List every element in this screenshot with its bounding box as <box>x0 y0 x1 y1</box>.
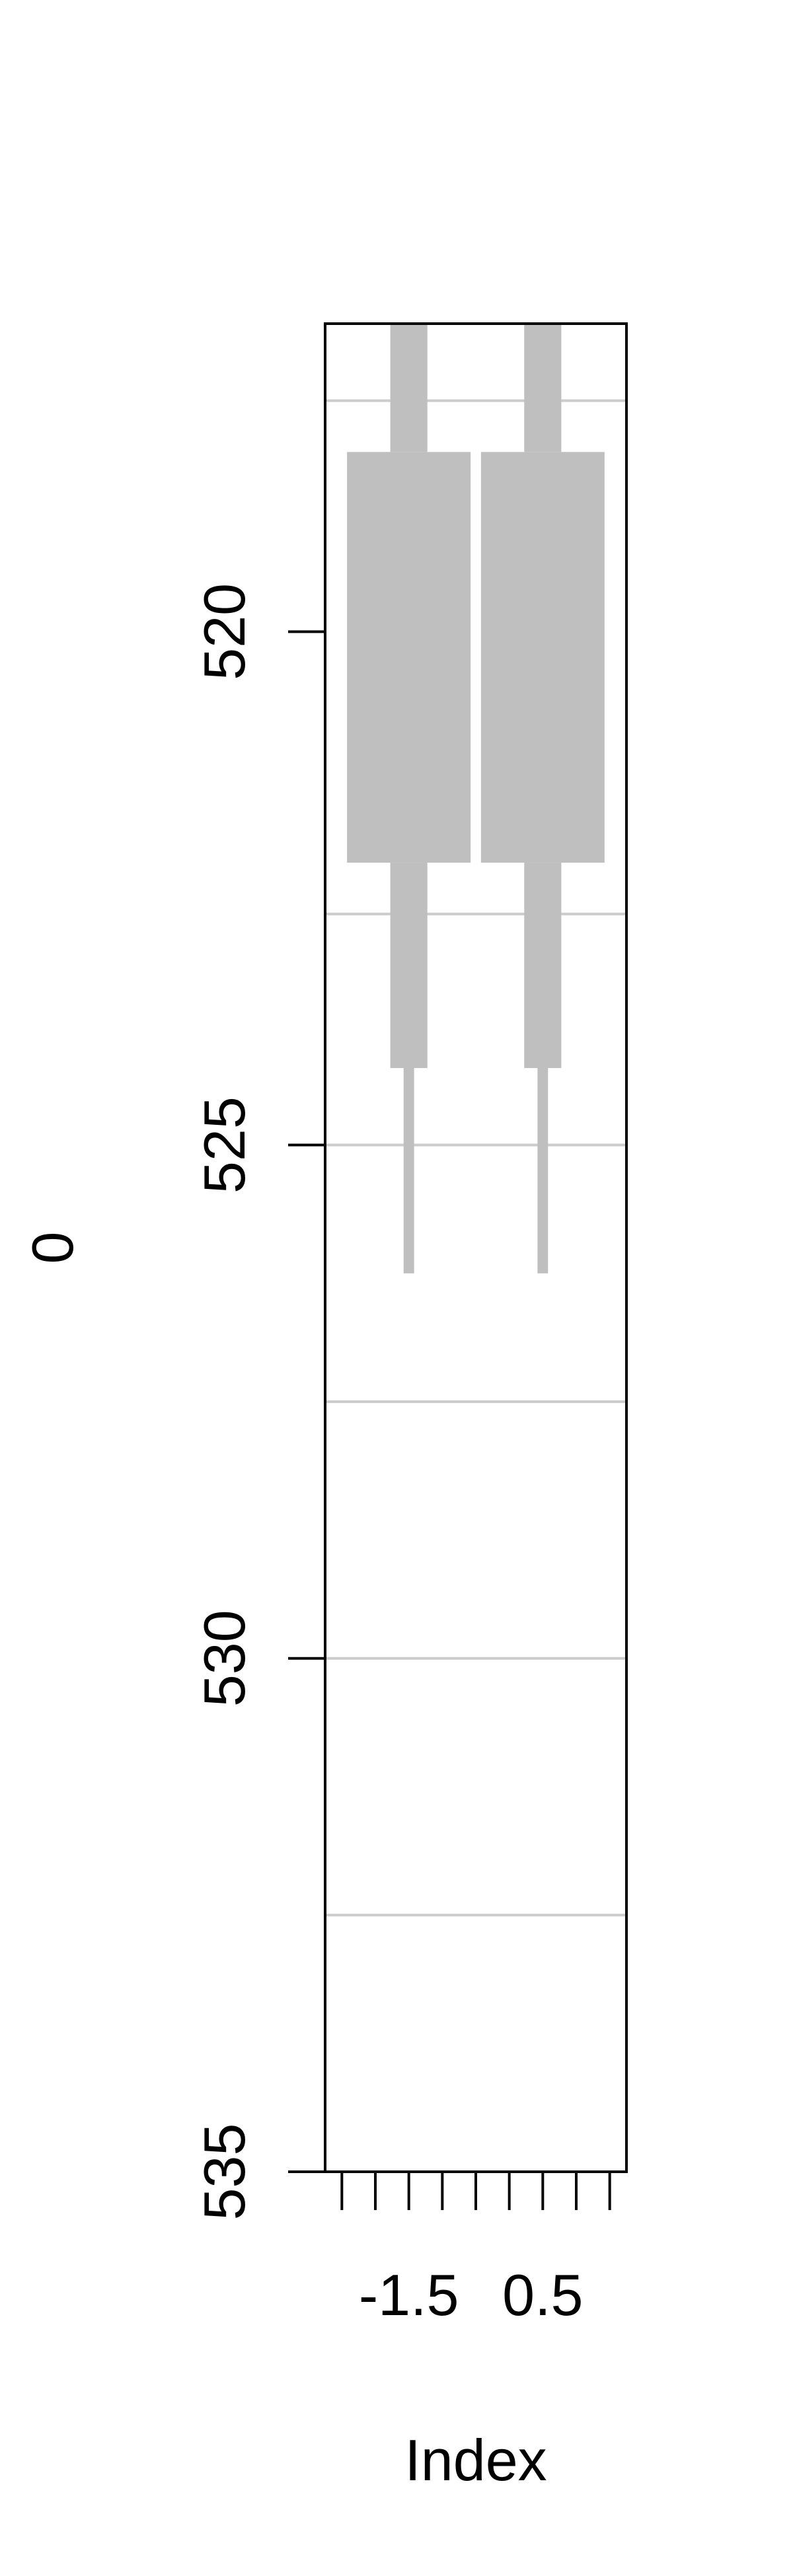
y-tick-label: 520 <box>192 583 257 680</box>
y-axis: 520 525 530 535 <box>192 583 325 2220</box>
box-group <box>347 324 471 1273</box>
x-tick-label: 0.5 <box>502 2262 583 2328</box>
grid-lines <box>325 399 626 1917</box>
y-axis-label: 0 <box>20 1232 85 1264</box>
y-tick-label: 535 <box>192 2124 257 2221</box>
box-extreme-segment <box>537 1067 548 1273</box>
box-body <box>480 452 605 863</box>
x-axis: -1.5 0.5 <box>340 2172 611 2328</box>
box-extreme-segment <box>403 1067 414 1273</box>
x-axis-label: Index <box>404 2427 547 2493</box>
box-group <box>480 324 605 1273</box>
y-tick-label: 525 <box>192 1096 257 1194</box>
box-body <box>347 452 471 863</box>
box-lower-whisker <box>390 863 428 1068</box>
y-tick-label: 530 <box>192 1610 257 1707</box>
box-lower-whisker <box>524 863 562 1068</box>
x-tick-label: -1.5 <box>359 2262 459 2328</box>
box-series <box>347 324 605 1273</box>
box-upper-segment <box>390 324 428 452</box>
box-upper-segment <box>524 324 562 452</box>
